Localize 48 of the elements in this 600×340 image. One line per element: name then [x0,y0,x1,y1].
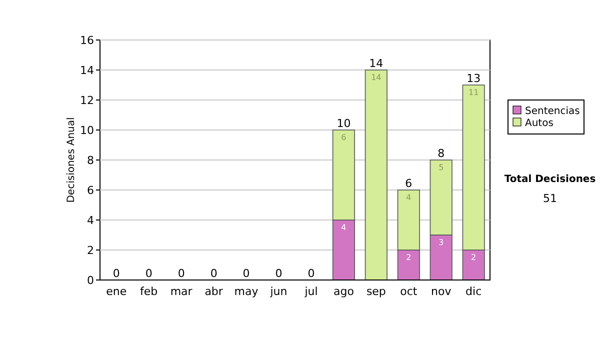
data-label: 5 [438,163,444,172]
total-label: 0 [275,267,282,280]
y-tick-label: 12 [80,94,94,107]
x-tick-label: mar [170,285,193,298]
y-tick-label: 4 [87,214,94,227]
legend-label: Sentencias [525,106,580,117]
x-tick-label: ene [106,285,127,298]
x-tick-label: jul [304,285,318,298]
text: Total Decisiones [504,174,596,185]
x-tick-label: ago [333,285,354,298]
x-tick-label: jun [269,285,288,298]
data-label: 14 [371,73,382,82]
total-label: 6 [405,177,412,190]
data-label: 2 [471,253,476,262]
x-tick-label: dic [466,285,482,298]
y-axis-title: Decisiones Anual [66,117,77,203]
y-tick-label: 6 [87,184,94,197]
x-tick-label: may [234,285,259,298]
data-label: 4 [341,223,346,232]
y-tick-label: 16 [80,34,94,47]
data-label: 2 [406,253,412,262]
x-tick-label: oct [400,285,418,298]
x-tick-label: abr [204,285,224,298]
total-label: 0 [210,267,218,280]
x-tick-label: sep [366,285,386,298]
data-label: 6 [341,133,346,142]
data-label: 11 [468,88,479,97]
x-tick-label: feb [140,285,158,298]
data-label: 3 [438,238,444,247]
x-tick-label: nov [431,285,452,298]
total-label: 10 [336,117,351,130]
y-tick-label: 0 [87,274,94,287]
total-label: 0 [178,267,185,280]
legend-label: Autos [525,118,554,129]
total-label: 0 [112,267,120,280]
bar [364,70,388,280]
total-label: 0 [145,267,152,280]
total-label: 8 [438,147,445,160]
y-tick-label: 2 [87,244,94,257]
y-tick-label: 14 [80,64,94,77]
total-label: 14 [369,57,384,70]
total-label: 0 [242,267,250,280]
y-tick-label: 8 [87,154,94,167]
y-tick-label: 10 [80,124,94,137]
text: 51 [543,192,557,205]
data-label: 4 [406,193,412,202]
total-label: 13 [466,72,481,85]
total-label: 0 [308,267,315,280]
